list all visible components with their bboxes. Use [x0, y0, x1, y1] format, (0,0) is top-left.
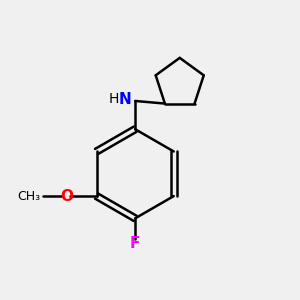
- Text: CH₃: CH₃: [17, 190, 40, 202]
- Text: N: N: [118, 92, 131, 107]
- Text: F: F: [130, 236, 140, 251]
- Text: O: O: [60, 189, 73, 204]
- Text: H: H: [109, 92, 119, 106]
